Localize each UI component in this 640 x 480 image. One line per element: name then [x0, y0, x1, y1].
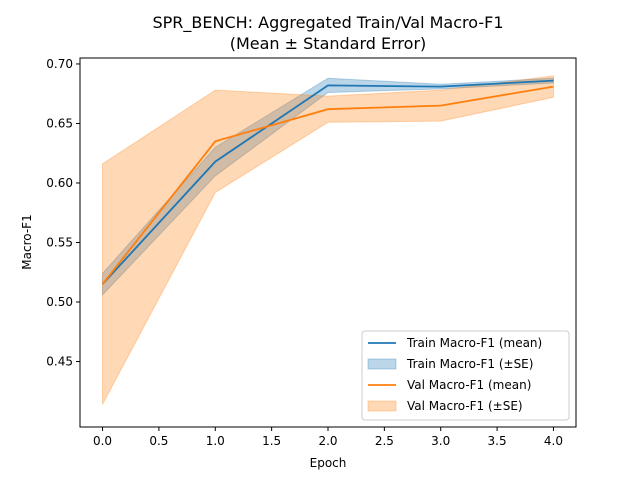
y-tick-label: 0.45 — [46, 355, 73, 369]
chart-subtitle: (Mean ± Standard Error) — [230, 34, 427, 53]
legend-series-1-band-swatch — [367, 400, 397, 412]
legend: Train Macro-F1 (mean) Train Macro-F1 (±SE… — [361, 330, 570, 421]
x-tick-label: 2.5 — [375, 434, 394, 448]
y-tick-label: 0.70 — [46, 57, 73, 71]
series-lines — [101, 79, 554, 285]
y-tick-label: 0.65 — [46, 116, 73, 130]
x-tick-label: 0.5 — [149, 434, 168, 448]
legend-series-1-band-label: Val Macro-F1 (±SE) — [407, 399, 523, 413]
x-tick-label: 3.0 — [431, 434, 450, 448]
x-axis-ticks: 0.0 0.5 1.0 1.5 2.0 2.5 3.0 3.5 4.0 — [93, 427, 563, 448]
y-axis-label: Macro-F1 — [20, 214, 34, 269]
x-tick-label: 1.5 — [262, 434, 281, 448]
series-1-se-band — [102, 75, 554, 405]
legend-series-1-mean-label: Val Macro-F1 (mean) — [407, 378, 531, 392]
x-tick-label: 3.5 — [488, 434, 507, 448]
x-tick-label: 0.0 — [93, 434, 112, 448]
x-tick-label: 4.0 — [544, 434, 563, 448]
x-axis-label: Epoch — [310, 456, 347, 470]
legend-series-0-band-swatch — [367, 358, 397, 370]
legend-frame — [361, 330, 570, 421]
legend-series-0-band-label: Train Macro-F1 (±SE) — [406, 357, 533, 371]
y-tick-label: 0.60 — [46, 176, 73, 190]
y-tick-label: 0.55 — [46, 236, 73, 250]
series-1-mean-line — [101, 85, 554, 285]
legend-series-0-mean-label: Train Macro-F1 (mean) — [406, 336, 542, 350]
series-0-mean-line — [101, 79, 554, 285]
x-tick-label: 2.0 — [318, 434, 337, 448]
x-tick-label: 1.0 — [206, 434, 225, 448]
y-tick-label: 0.50 — [46, 295, 73, 309]
y-axis-ticks: 0.45 0.50 0.55 0.60 0.65 0.70 — [46, 57, 80, 369]
chart-title: SPR_BENCH: Aggregated Train/Val Macro-F1 — [153, 13, 504, 33]
